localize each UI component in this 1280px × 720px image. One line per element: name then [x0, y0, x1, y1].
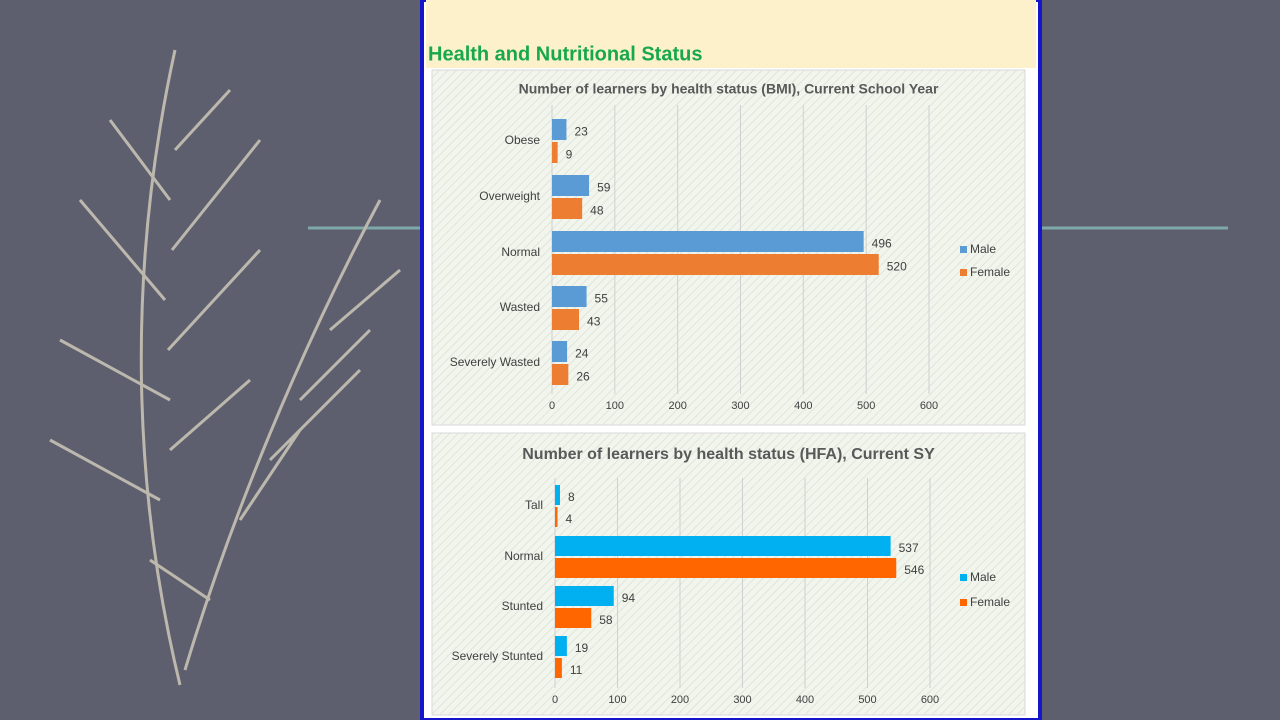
data-label: 546: [904, 563, 924, 577]
bar: [552, 364, 569, 385]
x-tick-label: 0: [552, 694, 558, 706]
bar: [555, 658, 562, 678]
bar: [552, 231, 864, 252]
bar: [552, 119, 567, 140]
data-label: 537: [899, 541, 919, 555]
bar: [555, 636, 567, 656]
bar: [555, 536, 891, 556]
y-tick-label: Overweight: [479, 189, 540, 203]
y-tick-label: Normal: [501, 245, 540, 259]
y-tick-label: Tall: [525, 498, 543, 512]
y-tick-label: Severely Stunted: [452, 649, 543, 663]
data-label: 58: [599, 613, 613, 627]
data-label: 55: [595, 292, 609, 306]
x-tick-label: 300: [731, 400, 749, 412]
x-tick-label: 500: [857, 400, 875, 412]
bar: [552, 175, 590, 196]
feather-decoration: [49, 49, 401, 686]
legend-label: Male: [970, 242, 996, 256]
legend-label: Female: [970, 595, 1010, 609]
data-label: 11: [570, 663, 583, 677]
data-label: 496: [872, 237, 892, 251]
x-tick-label: 100: [606, 400, 624, 412]
y-tick-label: Obese: [505, 133, 541, 147]
data-label: 23: [574, 125, 588, 139]
bar: [555, 586, 614, 606]
data-label: 4: [566, 512, 573, 526]
bar: [555, 485, 560, 505]
panel-header: [426, 0, 1036, 68]
x-tick-label: 400: [794, 400, 812, 412]
bar: [552, 254, 879, 275]
x-tick-label: 600: [921, 694, 939, 706]
bar: [552, 286, 587, 307]
x-tick-label: 500: [858, 694, 876, 706]
bar: [552, 142, 558, 163]
legend-swatch: [960, 574, 967, 581]
bar: [552, 198, 583, 219]
chart-title: Number of learners by health status (BMI…: [519, 81, 939, 97]
data-label: 520: [887, 260, 907, 274]
bar: [552, 309, 580, 330]
chart-title: Number of learners by health status (HFA…: [522, 446, 935, 463]
y-tick-label: Wasted: [500, 300, 540, 314]
data-label: 9: [566, 148, 573, 162]
data-label: 59: [597, 181, 611, 195]
data-label: 26: [576, 370, 590, 384]
bar: [555, 608, 592, 628]
data-label: 8: [568, 490, 575, 504]
x-tick-label: 200: [668, 400, 686, 412]
x-tick-label: 0: [549, 400, 555, 412]
y-tick-label: Severely Wasted: [450, 355, 540, 369]
y-tick-label: Normal: [504, 549, 543, 563]
data-label: 19: [575, 641, 589, 655]
bar: [555, 558, 897, 578]
data-label: 43: [587, 315, 601, 329]
x-tick-label: 300: [733, 694, 751, 706]
heading: Health and Nutritional Status: [428, 43, 702, 65]
x-tick-label: 200: [671, 694, 689, 706]
bar: [555, 507, 558, 527]
data-label: 24: [575, 347, 589, 361]
data-label: 94: [622, 591, 636, 605]
data-label: 48: [590, 204, 604, 218]
legend-label: Male: [970, 570, 996, 584]
y-tick-label: Stunted: [502, 599, 543, 613]
legend-swatch: [960, 246, 967, 253]
legend-swatch: [960, 599, 967, 606]
x-tick-label: 100: [608, 694, 626, 706]
bar: [552, 341, 568, 362]
x-tick-label: 400: [796, 694, 814, 706]
legend-swatch: [960, 269, 967, 276]
x-tick-label: 600: [920, 400, 938, 412]
legend-label: Female: [970, 265, 1010, 279]
